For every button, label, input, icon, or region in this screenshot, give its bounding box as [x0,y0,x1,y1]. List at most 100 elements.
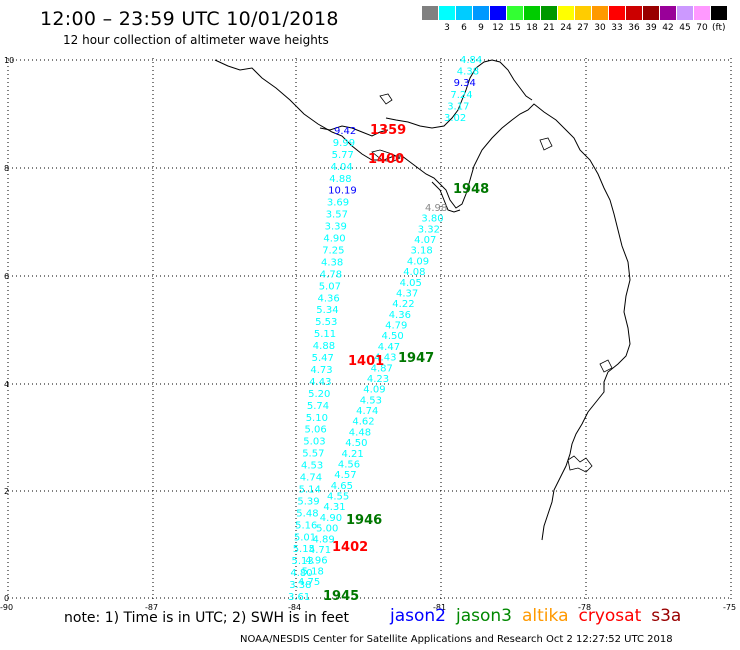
island-cluster-2 [371,149,401,163]
coastline-central-america [214,59,631,541]
wave-height-label: 4.36 [389,310,411,321]
wave-height-label: 4.71 [309,545,331,556]
wave-height-label: 3.38 [289,580,311,591]
wave-height-label: 4.88 [329,174,351,185]
wave-height-label: 4.87 [371,363,393,374]
latitude-label: 10 [4,56,14,65]
track-a-labels: 9.429.995.774.044.8810.193.693.573.394.9… [288,126,357,603]
latitude-label: 4 [4,380,9,389]
wave-height-label: 4.50 [382,331,404,342]
longitude-label: -75 [723,603,736,612]
wave-height-label: 4.79 [385,321,407,332]
wave-height-label: 5.13 [292,556,314,567]
color-swatch [439,6,455,20]
color-scale-label: 45 [679,23,691,33]
legend-entry-jason2: jason2 [390,606,446,626]
color-swatch [422,6,438,20]
wave-height-label: 5.18 [302,566,324,577]
coastline-north [385,59,533,129]
wave-height-label: 4.57 [334,470,356,481]
wave-height-label: 4.55 [327,492,349,503]
wave-height-label: 4.53 [360,395,382,406]
chart-subtitle: 12 hour collection of altimeter wave hei… [63,33,329,47]
wave-height-label: 4.88 [313,341,335,352]
wave-height-label: 5.74 [307,401,329,412]
wave-height-label: 4.73 [310,365,332,376]
wave-height-label: 5.01 [294,532,316,543]
wave-height-label: 3.80 [421,214,443,225]
color-swatch [609,6,625,20]
axis-labels: -90 -87 -84 -81 -78 -75 0 2 4 6 8 10 [0,56,736,612]
legend-entry-jason3: jason3 [456,606,512,626]
wave-height-label: 4.84 [460,55,482,66]
wave-height-label: 5.14 [299,485,321,496]
color-swatch [490,6,506,20]
wave-height-label: 5.16 [295,520,317,531]
satellite-legend: jason2 jason3 altika cryosat s3a [390,606,691,626]
latitude-label: 2 [4,487,9,496]
color-swatch [626,6,642,20]
wave-height-label: 4.05 [400,278,422,289]
color-scale-label: 9 [478,23,484,33]
wave-height-label: 3.17 [447,101,469,112]
wave-height-label: 4.22 [392,299,414,310]
pass-time-label: 1402 [332,540,368,555]
color-swatch [660,6,676,20]
lat-lon-grid [7,58,732,600]
wave-height-label: 7.25 [322,246,344,257]
wave-height-label: 5.39 [297,496,319,507]
wave-height-label: 4.43 [374,353,396,364]
latitude-label: 8 [4,164,9,173]
island-cluster-4 [539,137,553,151]
wave-height-label: 4.31 [323,502,345,513]
wave-height-label: 4.90 [320,513,342,524]
island-cluster-5 [599,359,613,373]
color-swatch [473,6,489,20]
wave-height-label: 4.53 [301,461,323,472]
color-swatch [643,6,659,20]
wave-height-label: 5.77 [332,150,354,161]
wave-height-label: 5.10 [306,413,328,424]
color-scale-label: 39 [645,23,657,33]
wave-height-label: 4.36 [318,293,340,304]
coastline-gulf [319,125,389,137]
track-c-labels: 4.983.803.324.073.184.094.084.054.374.22… [298,203,447,588]
wave-height-label: 4.96 [305,556,327,567]
color-swatch [507,6,523,20]
color-swatch [541,6,557,20]
wave-height-label: 4.90 [323,234,345,245]
wave-height-label: 4.07 [414,235,436,246]
wave-height-label: 5.57 [302,449,324,460]
wave-height-label: 3.69 [327,198,349,209]
pass-time-label: 1947 [398,351,434,366]
color-scale-label: 15 [509,23,521,33]
wave-height-label: 5.34 [316,305,338,316]
wave-height-label: 9.34 [454,78,476,89]
longitude-label: -87 [145,603,158,612]
coastline [214,59,631,541]
wave-height-label: 4.23 [367,374,389,385]
coastline-detail [371,93,613,473]
coastline-bay [431,181,461,213]
wave-height-label: 5.48 [296,508,318,519]
wave-height-label: 5.53 [315,317,337,328]
pass-time-label: 1400 [368,152,404,167]
pass-time-label: 1359 [370,123,406,138]
legend-entry-altika: altika [522,606,569,626]
color-scale-label: 30 [594,23,606,33]
wave-height-label: 5.00 [316,524,338,535]
color-scale-label: 70 [696,23,708,33]
wave-height-label: 4.65 [331,481,353,492]
wave-height-label: 5.06 [305,425,327,436]
footer-credit: NOAA/NESDIS Center for Satellite Applica… [240,634,673,645]
wave-height-label: 9.99 [333,138,355,149]
wave-height-label: 4.56 [338,460,360,471]
legend-entry-s3a: s3a [651,606,682,626]
color-swatch [575,6,591,20]
color-scale-label: 18 [526,23,538,33]
wave-height-label: 4.78 [320,269,342,280]
wave-height-label: 5.11 [314,329,336,340]
wave-height-label: 4.04 [331,162,353,173]
color-scale-label: 6 [461,23,467,33]
